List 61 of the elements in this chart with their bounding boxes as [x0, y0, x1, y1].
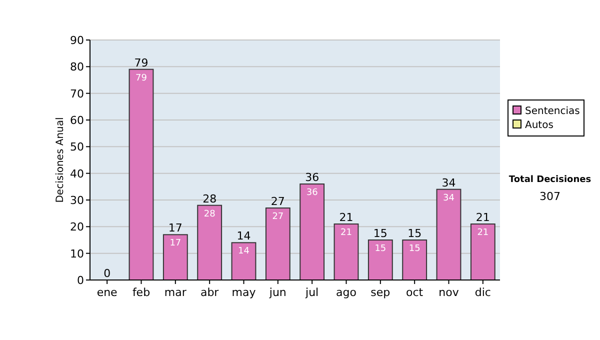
y-tick-label: 50	[70, 140, 84, 154]
total-label: 0	[104, 267, 111, 280]
total-label: 15	[408, 227, 422, 240]
total-label: 36	[305, 171, 320, 184]
total-label: 79	[134, 56, 148, 70]
y-tick-label: 70	[70, 87, 84, 100]
total-label: 27	[270, 195, 285, 208]
bar	[470, 224, 496, 280]
x-tick-label: ago	[336, 286, 357, 299]
total-label: 14	[236, 230, 251, 243]
bar	[128, 68, 154, 280]
x-tick-label: mar	[164, 286, 187, 299]
total-label: 21	[476, 211, 490, 224]
legend-label: Autos	[525, 120, 554, 131]
x-tick-label: feb	[132, 286, 150, 299]
bar	[368, 240, 393, 280]
bar	[402, 240, 428, 280]
y-tick-label: 80	[70, 60, 84, 74]
bar	[197, 204, 222, 280]
text: Total Decisiones	[508, 175, 592, 185]
x-tick-label: jul	[304, 286, 319, 299]
x-tick-label: jun	[268, 286, 286, 299]
total-label: 15	[373, 227, 388, 240]
x-tick-label: abr	[200, 286, 220, 299]
x-tick-label: may	[232, 286, 256, 299]
y-tick-label: 40	[70, 167, 84, 180]
y-tick-label: 60	[70, 114, 84, 127]
y-tick-label: 10	[70, 247, 84, 260]
x-tick-label: oct	[406, 286, 424, 299]
bar	[162, 234, 188, 280]
x-tick-label: nov	[438, 286, 460, 299]
data-label: 15	[374, 244, 386, 254]
x-tick-label: ene	[96, 286, 118, 299]
data-label: 21	[340, 228, 352, 238]
data-label: 79	[136, 73, 148, 84]
total-label: 17	[168, 222, 182, 235]
x-tick-label: dic	[474, 286, 491, 299]
data-label: 27	[272, 212, 284, 222]
y-tick-label: 30	[70, 194, 84, 207]
legend-label: Sentencias	[525, 106, 580, 117]
bar	[300, 184, 325, 280]
y-tick-label: 20	[70, 220, 84, 234]
total-label: 34	[442, 176, 456, 190]
data-label: 17	[170, 238, 182, 249]
text: 307	[540, 190, 560, 203]
data-label: 28	[204, 209, 216, 220]
bar	[334, 224, 359, 280]
x-tick-label: sep	[370, 286, 390, 299]
y-tick-label: 90	[70, 34, 84, 47]
y-tick-label: 0	[77, 274, 84, 287]
bar	[231, 242, 256, 280]
data-label: 15	[408, 244, 420, 254]
bar	[265, 208, 290, 280]
data-label: 21	[477, 228, 489, 238]
total-label: 21	[339, 211, 354, 224]
total-label: 28	[202, 192, 217, 206]
data-label: 34	[443, 193, 455, 204]
data-label: 14	[238, 246, 250, 257]
y-axis-title: Decisiones Anual	[55, 117, 66, 203]
data-label: 36	[306, 188, 318, 198]
bar	[436, 188, 462, 280]
